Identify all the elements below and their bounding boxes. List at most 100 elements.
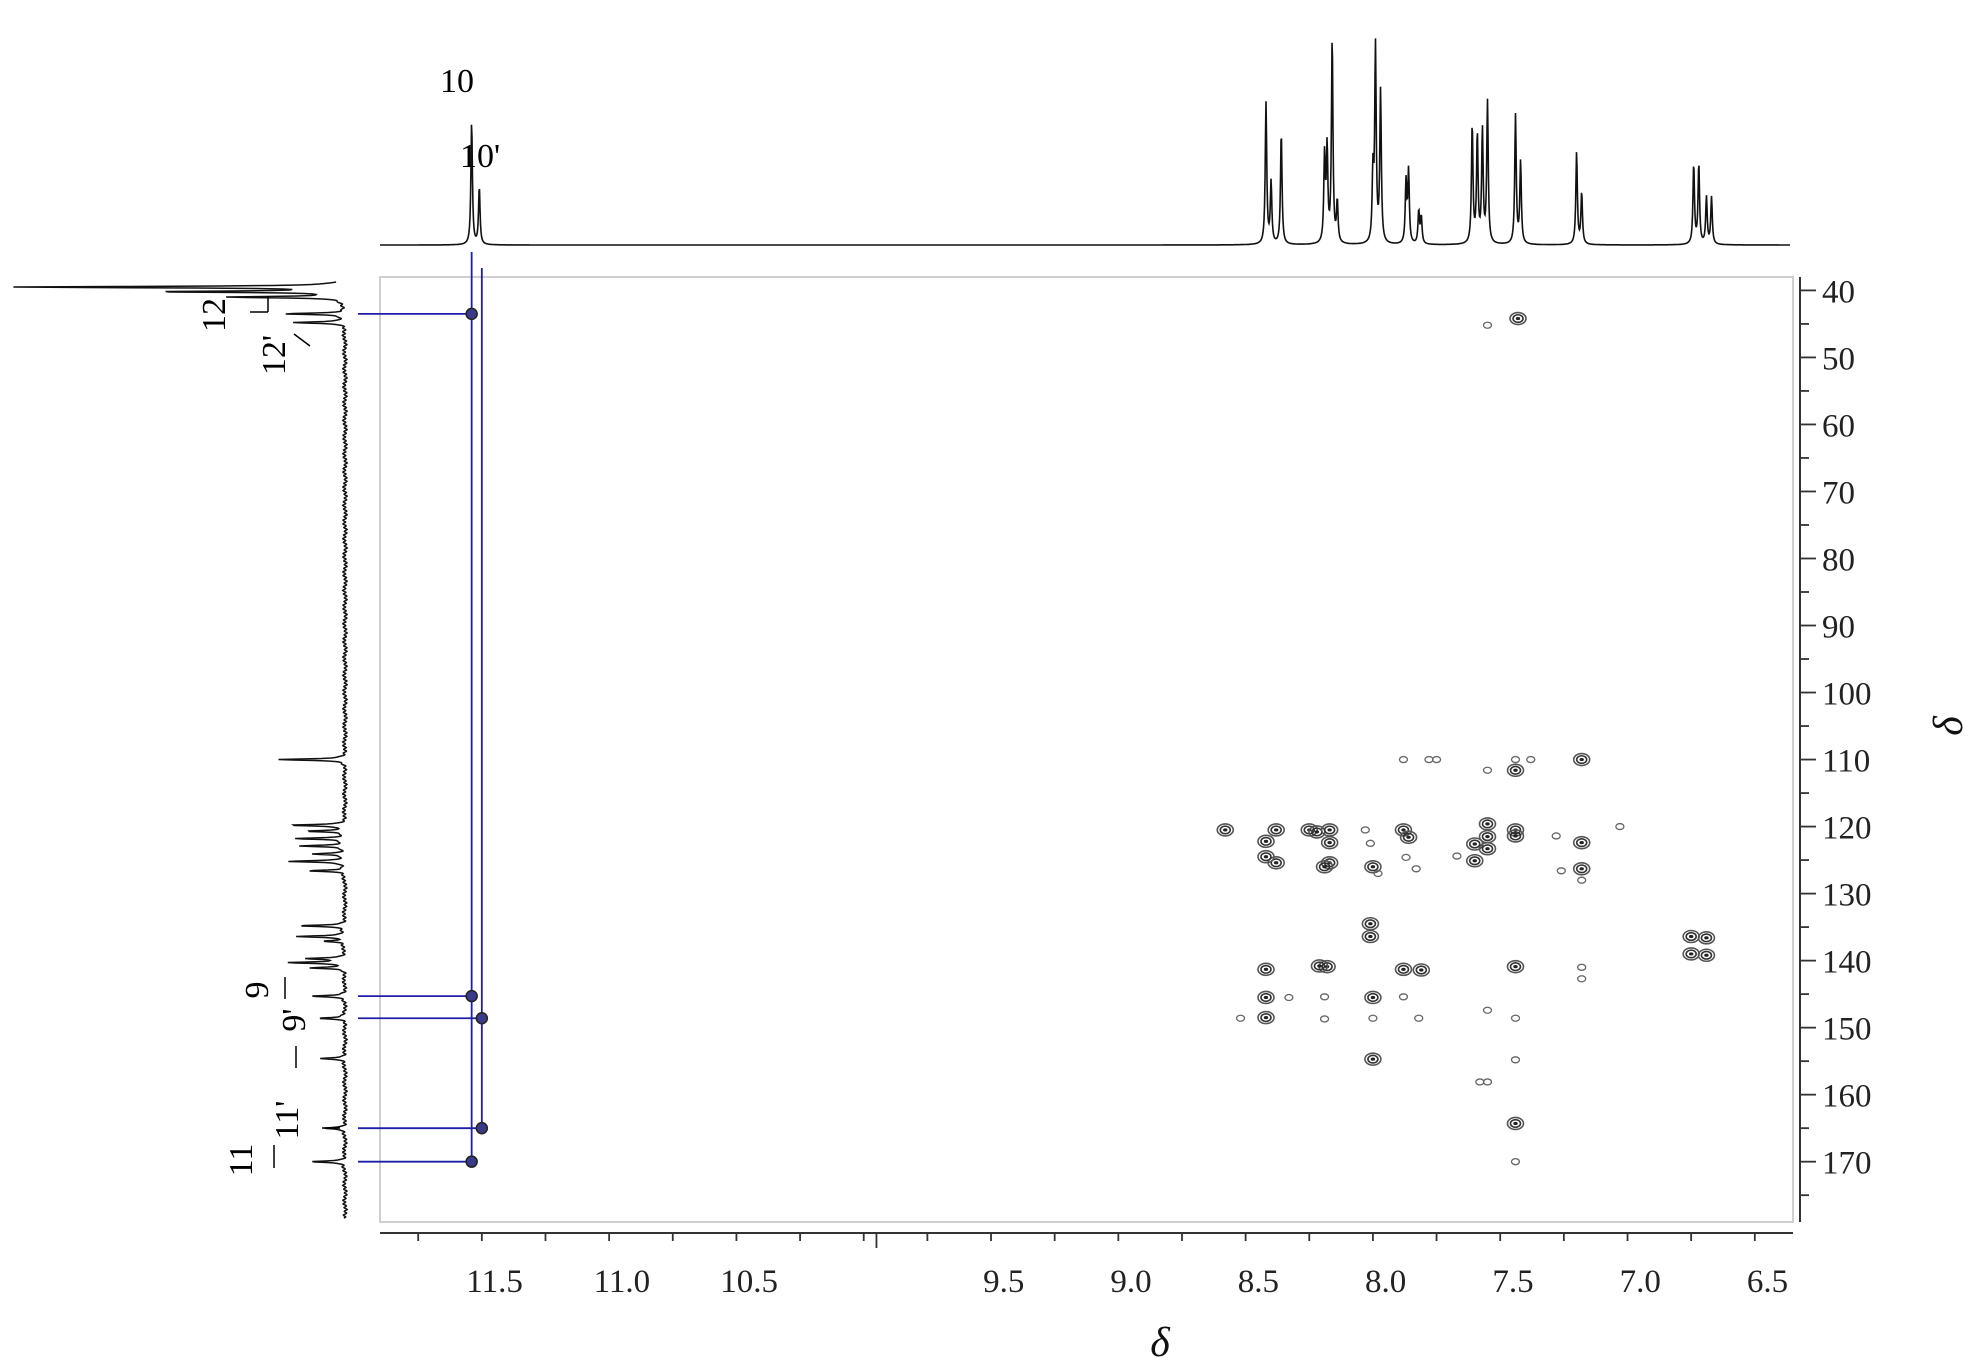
cross-peak-46 [1697,931,1716,945]
highlight-cross-peak-4 [465,1155,478,1168]
cross-peak-core [1263,995,1269,1000]
cross-peak-9 [1572,752,1591,767]
cross-peak-6 [1510,755,1521,764]
cross-peak-contour-outer [1364,1052,1382,1066]
cross-peak-contour-outer [1315,859,1334,874]
cross-peak-core [1579,841,1584,845]
cross-peak-core [1314,830,1320,834]
cross-peak-contour [1365,839,1376,847]
cross-peak-contour-outer [1572,861,1591,876]
cross-peak-7 [1526,755,1536,764]
cross-peak-contour [1368,1014,1378,1022]
highlight-cross-peak-1 [465,989,478,1003]
cross-peak-core [1322,865,1327,869]
cross-peak-contour-inner [1509,831,1522,841]
cross-peak-core [1472,842,1477,846]
plot-border [379,276,1794,1223]
x-tick-label: 8.5 [1238,1264,1279,1300]
cross-peak-core [1401,828,1406,832]
cross-peak-47 [1682,947,1700,961]
cross-peak-contour-outer [1572,835,1591,850]
y-tick-label: 150 [1822,1012,1872,1048]
cross-peak-contour-inner [1323,838,1336,848]
cross-peak-core [1513,965,1518,969]
cross-peak-contour [1551,832,1561,840]
cross-peak-38 [1572,835,1591,850]
y-tick-label: 140 [1822,945,1872,981]
cross-peak-contour-outer [1257,962,1275,977]
cross-peak-contour-outer [1506,829,1525,843]
cross-peak-contour-inner [1468,839,1481,849]
y-tick-label: 80 [1822,542,1855,578]
cross-peak-71 [1475,1078,1485,1086]
cross-peak-contour-inner [1481,819,1494,829]
cross-peak-contour [1414,1014,1424,1022]
x-tick-label: 11.0 [594,1264,651,1300]
carbon-peak-label: 12 [196,298,233,332]
cross-peak-44 [1361,929,1380,944]
cross-peak-contour [1401,853,1411,862]
cross-peak-contour-outer [1509,311,1527,326]
cross-peak-core [1513,768,1518,772]
cross-peak-core [1513,1121,1518,1126]
cross-peak-45 [1682,929,1700,944]
cross-peak-contour [1482,1078,1493,1086]
cross-peak-contour-inner [1700,933,1713,943]
cross-peak-63 [1364,990,1382,1005]
cross-peak-contour-outer [1506,959,1525,974]
cross-peak-12 [1267,823,1285,837]
cross-peak-contour-outer [1506,763,1525,778]
cross-peak-core [1370,865,1376,869]
cross-peak-contour-inner [1481,832,1494,842]
cross-peak-42 [1615,822,1625,831]
cross-peak-core [1704,936,1709,940]
cross-peak-contours [1216,311,1716,1166]
y-tick-label: 110 [1822,744,1870,780]
cross-peak-contour [1411,865,1421,873]
cross-peak-contour [1398,993,1409,1001]
cross-peak-contour-inner [1509,765,1522,775]
cross-peak-68 [1510,1014,1521,1022]
cross-peak-contour-inner [1415,965,1428,975]
x-tick-label: 7.0 [1620,1264,1661,1300]
cross-peak-contour-outer [1267,823,1285,837]
proton-peak-label-10: 10 [440,63,474,100]
cross-peak-67 [1482,1006,1493,1014]
cross-peak-32 [1478,817,1497,831]
x-tick-label: 9.5 [983,1264,1024,1300]
y-tick-label: 90 [1822,610,1855,646]
cross-peak-51 [1310,959,1329,973]
cross-peak-contour-inner [1685,931,1697,942]
proton-trace-line [380,38,1790,246]
cross-peak-contour [1510,1158,1521,1166]
cross-peak-70 [1510,1056,1521,1064]
cross-peak-contour-inner [1260,992,1272,1003]
cross-peak-contour-outer [1361,929,1380,944]
cross-peak-0 [1482,321,1493,329]
cross-peak-43 [1361,916,1380,931]
cross-peak-22 [1365,839,1376,847]
correlation-guide-lines [358,252,489,1168]
carbon-peak-label: 11 [223,1144,260,1177]
cross-peak-contour [1284,993,1294,1002]
cross-peak-contour-inner [1260,1012,1272,1023]
cross-peak-contour [1577,876,1587,884]
cross-peak-62 [1319,1015,1330,1023]
x-axis-title: δ [1150,1320,1171,1366]
cross-peak-72 [1482,1078,1493,1086]
cross-peak-contour [1475,1078,1485,1086]
y-axis-title: δ [1926,715,1972,736]
cross-peak-contour [1615,822,1625,831]
cross-peak-contour-outer [1697,931,1716,945]
cross-peak-36 [1506,829,1525,843]
cross-peak-core [1419,968,1424,972]
cross-peak-11 [1257,834,1275,849]
cross-peak-69 [1364,1052,1382,1066]
cross-peak-61 [1319,993,1330,1001]
cross-peak-contour-outer [1257,834,1275,849]
cross-peak-29 [1452,852,1462,860]
cross-peak-contour-outer [1412,963,1431,977]
cross-peak-contour [1431,755,1442,764]
cross-peak-core [1688,952,1694,956]
carbon-1d-spectrum [13,281,349,1219]
